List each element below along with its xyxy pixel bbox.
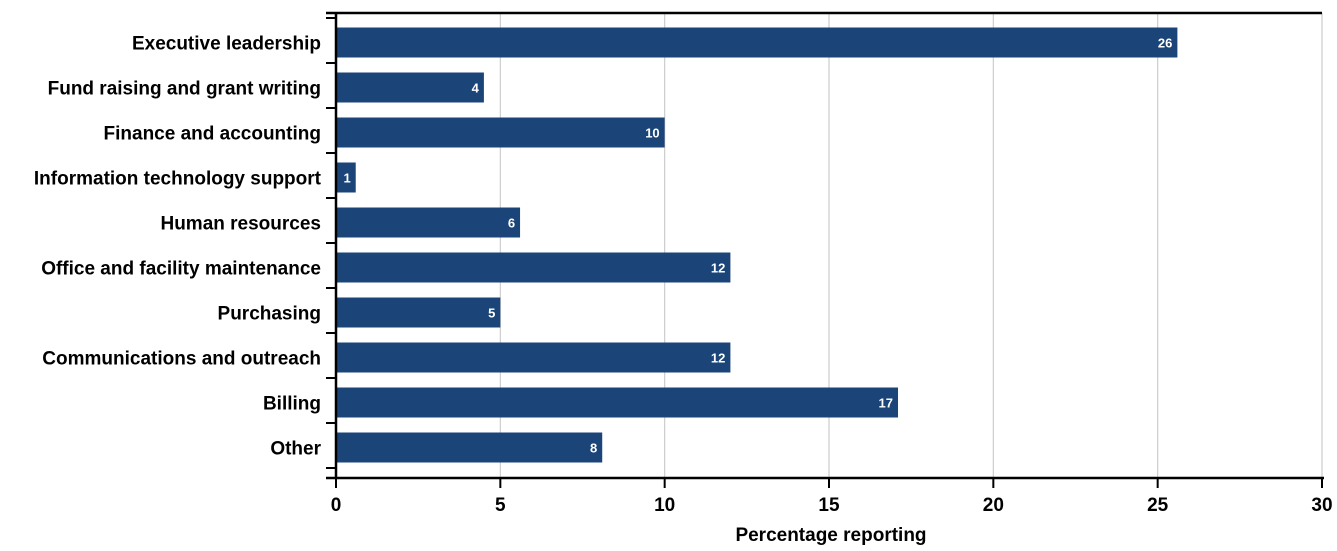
- category-label-8: Communications and outreach: [42, 349, 321, 370]
- category-label-6: Office and facility maintenance: [41, 259, 321, 280]
- category-label-7: Purchasing: [218, 304, 321, 325]
- data-label-8: 12: [711, 351, 725, 366]
- bar-6: [336, 252, 731, 283]
- data-label-5: 6: [508, 216, 515, 231]
- category-label-9: Billing: [263, 394, 321, 415]
- category-label-10: Other: [270, 439, 321, 460]
- bar-3: [336, 117, 665, 148]
- data-label-1: 26: [1158, 36, 1172, 51]
- data-label-3: 10: [645, 126, 659, 141]
- category-label-5: Human resources: [160, 214, 321, 235]
- x-tick-label-0: 0: [331, 495, 342, 516]
- category-label-3: Finance and accounting: [104, 124, 321, 145]
- x-tick-label-5: 5: [495, 495, 506, 516]
- data-label-9: 17: [879, 396, 893, 411]
- bar-4: [336, 162, 356, 193]
- x-tick-label-20: 20: [983, 495, 1004, 516]
- x-tick-label-30: 30: [1311, 495, 1332, 516]
- bar-9: [336, 387, 899, 418]
- bar-8: [336, 342, 731, 373]
- bar-10: [336, 432, 603, 463]
- bar-2: [336, 72, 484, 103]
- bar-5: [336, 207, 521, 238]
- x-tick-label-25: 25: [1147, 495, 1169, 516]
- bar-7: [336, 297, 501, 328]
- x-tick-labels: 0 5 10 15 20 25 30: [331, 495, 1333, 516]
- x-tick-label-15: 15: [818, 495, 840, 516]
- data-label-2: 4: [472, 81, 480, 96]
- axes: [326, 11, 1324, 488]
- category-label-4: Information technology support: [34, 169, 322, 190]
- data-label-4: 1: [343, 171, 350, 186]
- bar-1: [336, 27, 1178, 58]
- data-label-10: 8: [590, 441, 597, 456]
- data-label-7: 5: [488, 306, 495, 321]
- x-tick-label-10: 10: [654, 495, 675, 516]
- category-label-2: Fund raising and grant writing: [48, 79, 321, 100]
- data-label-6: 12: [711, 261, 725, 276]
- category-label-1: Executive leadership: [132, 34, 321, 55]
- bars: [336, 27, 1178, 463]
- x-axis-title: Percentage reporting: [735, 525, 926, 546]
- category-labels: Executive leadership Fund raising and gra…: [34, 34, 322, 460]
